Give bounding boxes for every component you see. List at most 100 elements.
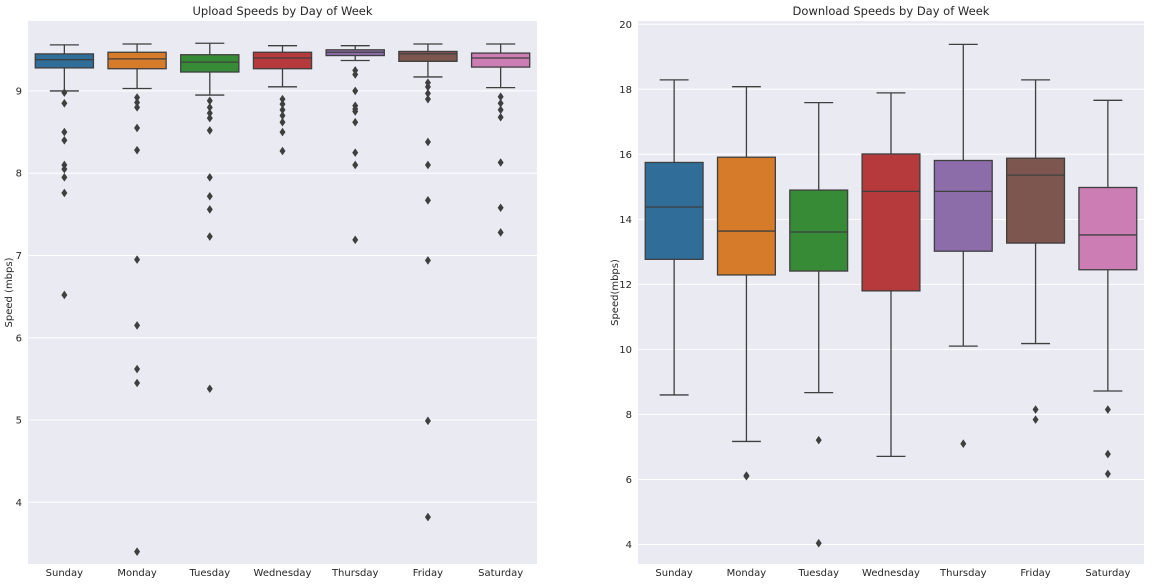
outlier-point — [61, 164, 68, 174]
outlier-point — [134, 103, 141, 112]
box-tuesday — [789, 101, 849, 548]
outlier-point — [279, 127, 286, 137]
outlier-point — [279, 146, 286, 156]
x-tick-label: Wednesday — [254, 568, 312, 579]
outlier-point — [497, 98, 504, 108]
download-chart-title: Download Speeds by Day of Week — [793, 4, 990, 18]
y-tick-label: 7 — [16, 251, 22, 262]
y-tick-label: 14 — [619, 215, 632, 226]
box-monday — [716, 86, 776, 481]
outlier-point — [134, 98, 141, 107]
outlier-point — [61, 88, 68, 97]
box-iqr — [107, 51, 167, 70]
box-iqr — [1078, 186, 1138, 271]
outlier-point — [497, 105, 504, 115]
box-iqr — [716, 156, 776, 276]
box-iqr — [933, 159, 993, 252]
box-monday — [107, 43, 167, 556]
outlier-point — [424, 82, 431, 92]
box-iqr — [34, 53, 95, 69]
x-tick-label: Friday — [1020, 568, 1050, 579]
outlier-point — [206, 108, 213, 118]
outlier-point — [424, 416, 431, 426]
y-tick-label: 8 — [626, 410, 632, 421]
outlier-point — [1032, 405, 1039, 414]
outlier-point — [206, 191, 213, 201]
download-y-tick-labels: 4 6 8 10 12 14 16 18 20 — [619, 20, 632, 551]
upload-boxplots — [34, 42, 531, 556]
outlier-point — [424, 512, 431, 522]
box-iqr — [252, 51, 313, 70]
outlier-point — [815, 435, 822, 445]
outlier-point — [61, 173, 68, 182]
outlier-point — [206, 205, 213, 214]
y-tick-label: 20 — [619, 20, 632, 31]
outlier-point — [1032, 415, 1039, 424]
outlier-point — [279, 99, 286, 109]
outlier-point — [424, 89, 431, 98]
box-iqr — [1006, 157, 1066, 244]
box-friday — [398, 43, 458, 522]
outlier-point — [61, 290, 68, 300]
outlier-point — [497, 203, 504, 213]
upload-speeds-chart: 4 5 6 7 8 9 Sunday Monday Tuesday Wednesday Thurs… — [4, 4, 537, 579]
outlier-point — [1104, 449, 1111, 459]
y-tick-label: 6 — [626, 475, 632, 486]
outlier-point — [134, 93, 141, 102]
outlier-point — [206, 126, 213, 135]
x-tick-label: Wednesday — [862, 568, 920, 579]
outlier-point — [497, 92, 504, 101]
outlier-point — [352, 148, 359, 157]
outlier-point — [352, 235, 359, 245]
outlier-point — [279, 105, 286, 115]
y-tick-label: 10 — [619, 345, 632, 356]
box-saturday — [1078, 99, 1138, 479]
outlier-point — [960, 439, 967, 448]
outlier-point — [424, 196, 431, 205]
upload-y-axis-label: Speed (mbps) — [4, 257, 15, 327]
outlier-point — [1104, 469, 1111, 479]
outlier-point — [206, 113, 213, 123]
outlier-point — [424, 160, 431, 170]
box-iqr — [398, 50, 458, 62]
x-tick-label: Tuesday — [797, 568, 839, 579]
outlier-point — [61, 98, 68, 108]
x-tick-label: Tuesday — [188, 568, 230, 579]
outlier-point — [134, 364, 141, 374]
upload-chart-title: Upload Speeds by Day of Week — [192, 4, 372, 18]
y-tick-label: 5 — [16, 416, 22, 427]
outlier-point — [134, 321, 141, 330]
x-tick-label: Sunday — [655, 568, 692, 579]
outlier-point — [279, 94, 286, 104]
x-tick-label: Monday — [727, 568, 767, 579]
outlier-point — [134, 378, 141, 388]
outlier-point — [1104, 405, 1111, 414]
box-sunday — [34, 44, 95, 300]
y-tick-label: 4 — [16, 498, 22, 509]
outlier-point — [134, 255, 141, 264]
box-wednesday — [252, 45, 313, 156]
outlier-point — [497, 112, 504, 122]
outlier-point — [206, 384, 213, 394]
outlier-point — [206, 173, 213, 182]
outlier-point — [497, 158, 504, 167]
x-tick-label: Sunday — [46, 568, 83, 579]
outlier-point — [743, 471, 750, 481]
outlier-point — [61, 188, 68, 198]
box-sunday — [644, 79, 704, 396]
box-tuesday — [180, 42, 240, 394]
x-tick-label: Saturday — [478, 568, 523, 579]
outlier-point — [134, 547, 141, 556]
box-saturday — [470, 43, 531, 237]
outlier-point — [497, 228, 504, 237]
box-wednesday — [861, 92, 921, 458]
x-tick-label: Saturday — [1085, 568, 1130, 579]
box-iqr — [789, 189, 849, 272]
outlier-point — [352, 117, 359, 127]
upload-y-tick-labels: 4 5 6 7 8 9 — [16, 86, 22, 508]
outlier-point — [134, 123, 141, 133]
box-thursday — [325, 45, 385, 245]
download-y-axis-label: Speed(mbps) — [610, 259, 621, 326]
x-tick-label: Thursday — [939, 568, 987, 579]
